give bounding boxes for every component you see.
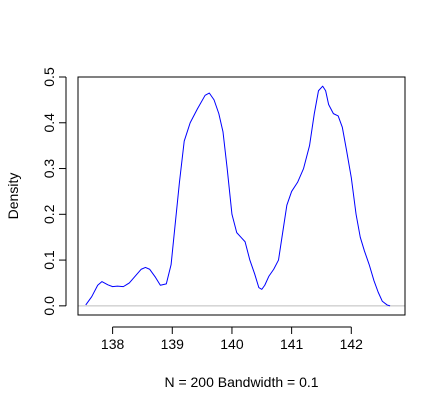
y-tick-label: 0.5 bbox=[41, 67, 57, 87]
x-axis: 138 139 140 141 142 bbox=[101, 326, 364, 352]
x-tick-label: 141 bbox=[280, 336, 304, 352]
y-tick-label: 0.1 bbox=[41, 250, 57, 270]
series-layer bbox=[85, 85, 391, 307]
x-tick-label: 140 bbox=[220, 336, 244, 352]
x-axis-label: N = 200 Bandwidth = 0.1 bbox=[164, 374, 318, 390]
y-axis: 0.0 0.1 0.2 0.3 0.4 0.5 bbox=[41, 67, 67, 316]
y-axis-label: Density bbox=[5, 173, 21, 220]
density-curve bbox=[85, 85, 391, 307]
y-tick-label: 0.2 bbox=[41, 204, 57, 224]
x-tick-label: 138 bbox=[101, 336, 125, 352]
y-tick-label: 0.0 bbox=[41, 296, 57, 316]
plot-frame bbox=[77, 76, 406, 316]
x-tick-label: 139 bbox=[161, 336, 185, 352]
y-tick-label: 0.3 bbox=[41, 159, 57, 179]
x-tick-label: 142 bbox=[340, 336, 364, 352]
y-tick-label: 0.4 bbox=[41, 113, 57, 133]
